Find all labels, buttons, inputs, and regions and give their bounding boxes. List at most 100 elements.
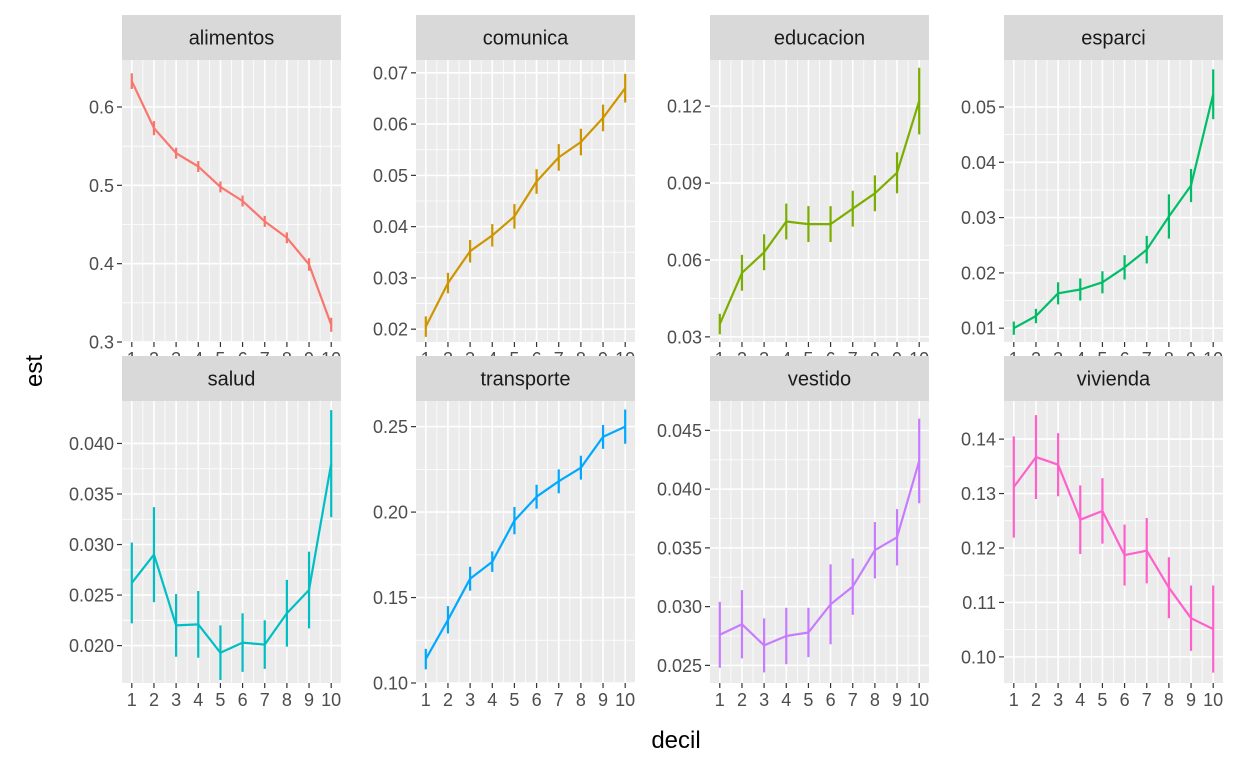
facet-strip [122,15,341,60]
facet-strip [710,356,929,401]
y-tick-label: 0.20 [373,503,408,523]
series-line-alimentos [130,80,333,326]
facet-vivienda: vivienda 0.10 0.11 0.12 0.13 0.14 1 2 3 4 5 6 7 8 9 10 [961,356,1223,710]
y-tick-label: 0.07 [373,63,408,83]
x-tick-label: 7 [848,690,858,710]
y-axis-title: est [21,355,48,387]
x-tick-label: 10 [321,690,341,710]
x-tick-label: 6 [1120,690,1130,710]
y-tick-label: 0.11 [962,593,996,613]
x-tick-label: 8 [1164,690,1174,710]
y-tick-label: 0.040 [69,434,114,454]
x-axis-title: decil [651,727,700,754]
x-tick-label: 5 [1097,690,1107,710]
x-tick-label: 8 [282,690,292,710]
facet-comunica: comunica0.020.030.040.050.060.0712345678… [373,15,635,369]
facet-strip-label: comunica [483,28,569,50]
series-line-transporte [424,425,626,660]
facet-strip [122,356,341,401]
x-tick-label: 1 [127,690,137,710]
y-tick-label: 0.06 [373,115,408,135]
y-tick-label: 0.030 [69,535,114,555]
y-tick-label: 0.13 [961,484,996,504]
y-tick-label: 0.12 [667,97,702,117]
y-tick-label: 0.01 [961,319,996,339]
y-tick-label: 0.14 [961,430,996,450]
y-tick-label: 0.5 [89,176,114,196]
x-tick-label: 1 [715,690,725,710]
x-tick-label: 10 [909,690,929,710]
facet-strip-label: educacion [774,28,865,50]
y-tick-label: 0.3 [89,333,114,353]
facet-strip-label: alimentos [189,28,275,50]
y-tick-label: 0.025 [657,656,702,676]
x-tick-label: 3 [759,690,769,710]
y-tick-label: 0.10 [373,674,408,694]
facet-strip [1004,356,1223,401]
facet-strip [710,15,929,60]
x-tick-label: 10 [615,690,635,710]
x-tick-label: 4 [193,690,203,710]
facet-strip [1004,15,1223,60]
x-tick-label: 5 [509,690,519,710]
x-tick-label: 2 [1031,690,1041,710]
x-tick-label: 9 [892,690,902,710]
x-tick-label: 5 [803,690,813,710]
series-line-comunica [424,87,627,328]
y-tick-label: 0.03 [961,208,996,228]
x-tick-label: 2 [443,690,453,710]
series-line-vivienda [1012,456,1214,631]
x-tick-label: 3 [171,690,181,710]
x-tick-label: 9 [598,690,608,710]
series-line-esparci [1013,94,1215,330]
y-tick-label: 0.04 [373,217,408,237]
y-tick-label: 0.05 [961,98,996,118]
x-tick-label: 7 [260,690,270,710]
y-tick-label: 0.6 [89,98,114,118]
series-line-vestido [719,460,921,647]
x-tick-label: 2 [149,690,159,710]
x-tick-label: 6 [238,690,248,710]
x-tick-label: 9 [304,690,314,710]
y-tick-label: 0.025 [69,586,114,606]
y-tick-label: 0.030 [657,597,702,617]
facet-transporte: transporte 0.10 0.15 0.20 0.25 1 2 3 4 5 6 7 8 9 10 [373,356,635,710]
y-tick-label: 0.03 [373,268,408,288]
y-tick-label: 0.035 [657,538,702,558]
x-tick-label: 5 [215,690,225,710]
x-tick-label: 7 [554,690,564,710]
x-tick-label: 1 [421,690,431,710]
x-tick-label: 8 [576,690,586,710]
x-tick-label: 9 [1186,690,1196,710]
y-tick-label: 0.020 [69,636,114,656]
facet-strip-label: vivienda [1077,369,1151,391]
x-tick-label: 8 [870,690,880,710]
x-tick-label: 6 [826,690,836,710]
y-tick-label: 0.02 [373,320,408,340]
facet-strip [416,356,635,401]
facet-strip-label: salud [208,369,256,391]
y-tick-label: 0.12 [961,538,996,558]
x-tick-label: 4 [781,690,791,710]
facet-strip-label: vestido [788,369,851,391]
y-tick-label: 0.03 [667,327,702,347]
x-tick-label: 10 [1203,690,1223,710]
x-tick-label: 2 [737,690,747,710]
facet-vestido: vestido 0.025 0.030 0.035 0.040 0.045 1 2 3 4 5 6 7 8… [657,356,929,710]
y-tick-label: 0.09 [667,174,702,194]
facet-grid: alimentos0.30.40.50.612345678910comunica… [69,15,1223,710]
x-tick-label: 7 [1142,690,1152,710]
x-tick-label: 6 [532,690,542,710]
y-tick-label: 0.4 [89,254,114,274]
y-tick-label: 0.045 [657,421,702,441]
facet-strip [416,15,635,60]
x-tick-label: 3 [1053,690,1063,710]
facet-strip-label: esparci [1081,28,1145,50]
y-tick-label: 0.25 [373,417,408,437]
y-tick-label: 0.05 [373,166,408,186]
facet-strip-label: transporte [480,369,570,391]
